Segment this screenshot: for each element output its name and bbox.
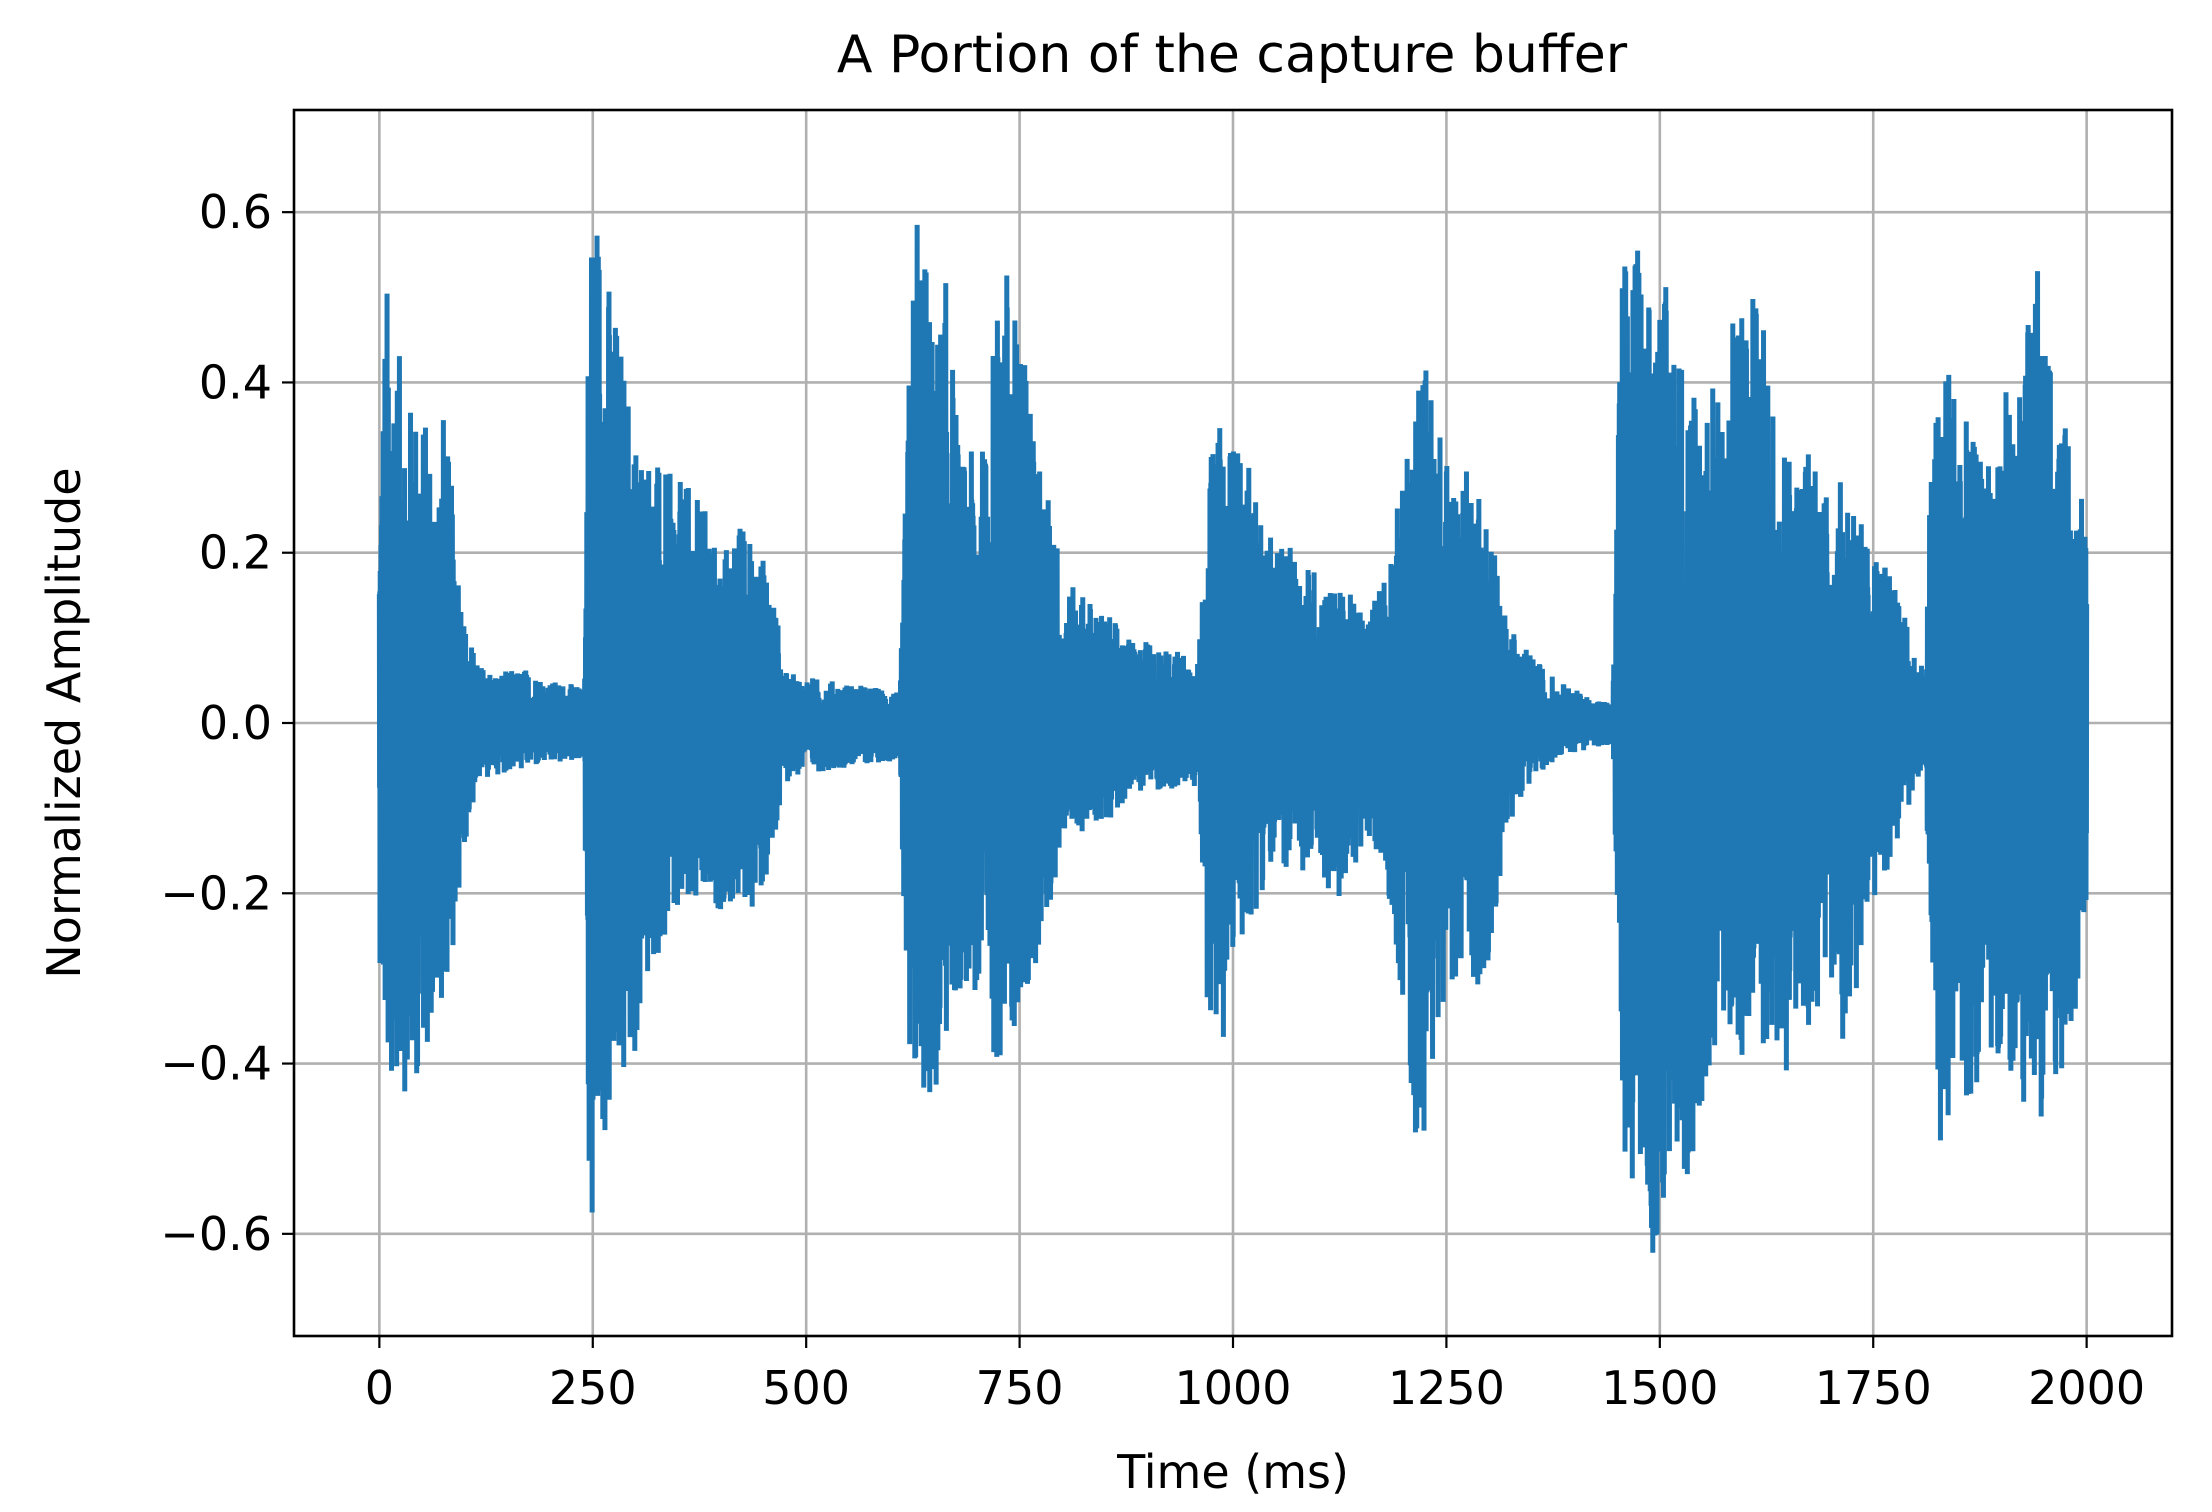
- y-tick-label: 0.0: [199, 696, 272, 750]
- y-tick-label: −0.4: [160, 1037, 272, 1091]
- x-tick-label: 1250: [1388, 1361, 1505, 1415]
- x-tick-label: 2000: [2028, 1361, 2145, 1415]
- y-tick-label: 0.4: [199, 355, 272, 409]
- x-tick-label: 1000: [1174, 1361, 1291, 1415]
- x-tick-label: 1500: [1601, 1361, 1718, 1415]
- series-layer: [376, 224, 2090, 1253]
- x-tick-label: 250: [549, 1361, 637, 1415]
- y-tick-label: 0.6: [199, 185, 272, 239]
- y-tick-label: 0.2: [199, 526, 272, 580]
- y-tick-label: −0.6: [160, 1207, 272, 1261]
- y-axis: 0.6 0.4 0.2 0.0 −0.2 −0.4 −0.6: [160, 185, 294, 1261]
- y-axis-label: Normalized Amplitude: [37, 467, 91, 978]
- chart-title: A Portion of the capture buffer: [837, 25, 1628, 85]
- x-tick-label: 500: [762, 1361, 850, 1415]
- plot-area: [376, 224, 2090, 1253]
- x-axis-label: Time (ms): [1116, 1445, 1349, 1499]
- y-tick-label: −0.2: [160, 866, 272, 920]
- series-line: [376, 224, 2090, 1253]
- x-tick-label: 0: [365, 1361, 394, 1415]
- x-tick-label: 1750: [1815, 1361, 1932, 1415]
- x-axis: 0 250 500 750 1000 1250 1500 1750 2000: [365, 1336, 2145, 1415]
- x-tick-label: 750: [976, 1361, 1064, 1415]
